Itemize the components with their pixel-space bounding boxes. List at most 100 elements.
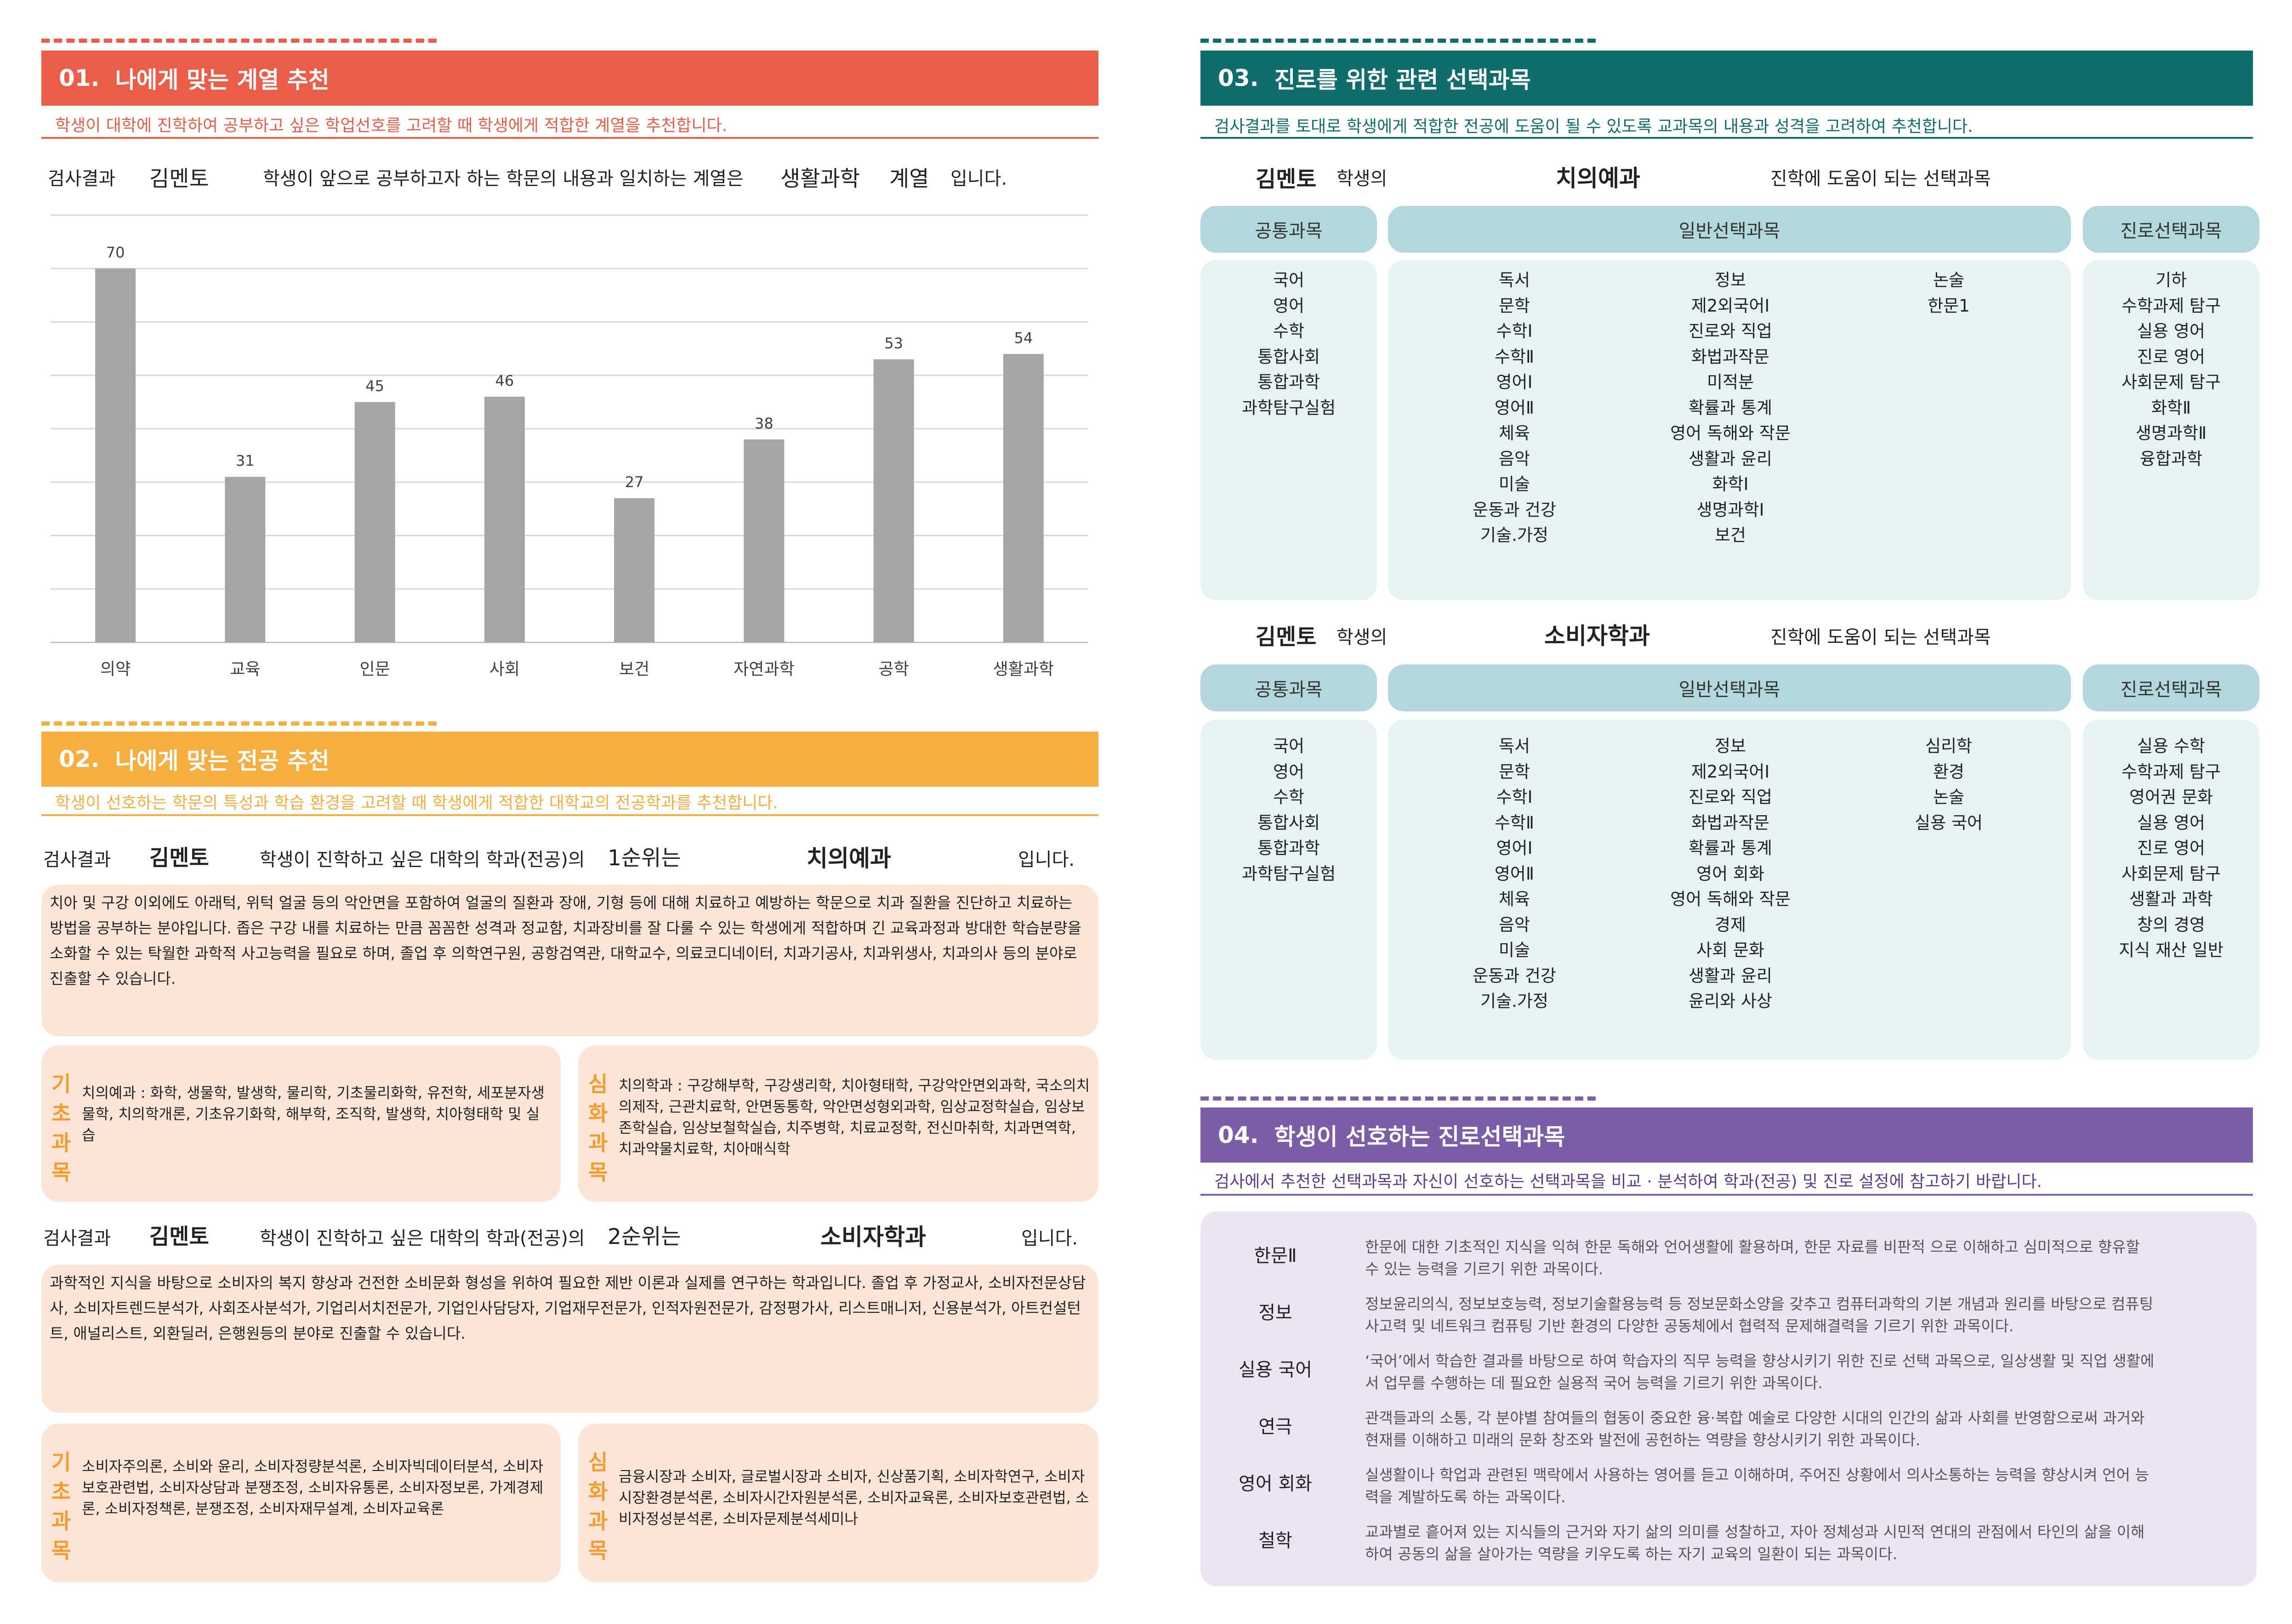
section3-number: 03. bbox=[1218, 65, 1259, 91]
rec1-result-label: 검사결과 bbox=[43, 849, 111, 870]
subject-item: 확률과 통계 bbox=[1689, 838, 1772, 858]
subject-item: 운동과 건강 bbox=[1473, 965, 1556, 986]
t1-major: 치의예과 bbox=[1556, 165, 1640, 192]
section1-header: 01. 나에게 맞는 계열 추천 bbox=[41, 51, 1098, 106]
subject-item: 통합사회 bbox=[1257, 346, 1320, 367]
subject-item: 수학과제 탐구 bbox=[2121, 761, 2221, 782]
section2-title: 나에게 맞는 전공 추천 bbox=[115, 748, 330, 774]
elective-name: 정보 bbox=[1258, 1302, 1292, 1323]
chart-category-label: 자연과학 bbox=[734, 660, 794, 679]
subject-item: 과학탐구실험 bbox=[1241, 397, 1336, 418]
subject-item: 국어 bbox=[1273, 736, 1305, 756]
subject-item: 기술.가정 bbox=[1480, 991, 1548, 1011]
section1-title: 나에게 맞는 계열 추천 bbox=[115, 67, 330, 93]
subject-item: 영어 bbox=[1273, 761, 1305, 782]
subject-item: 화법과작문 bbox=[1691, 346, 1770, 367]
s1-sentence-end: 입니다. bbox=[950, 168, 1007, 189]
rec2-student-name: 김멘토 bbox=[149, 1224, 209, 1249]
subject-item: 독서 bbox=[1498, 736, 1530, 756]
elective-description: ‘국어’에서 학습한 결과를 바탕으로 하여 학습자의 직무 능력을 향상시키기… bbox=[1365, 1350, 2154, 1394]
t1-suffix: 진학에 도움이 되는 선택과목 bbox=[1770, 168, 1991, 189]
s1-recommended-field: 생활과학 bbox=[780, 166, 860, 192]
subject-item: 수학과제 탐구 bbox=[2121, 295, 2221, 316]
t2-student-name: 김멘토 bbox=[1256, 624, 1317, 650]
chart-bar bbox=[95, 268, 136, 642]
subject-item: 실용 영어 bbox=[2137, 812, 2205, 833]
subject-item: 미술 bbox=[1498, 474, 1530, 494]
t2-general-subjects-a: 독서 문학 수학Ⅰ 수학Ⅱ 영어Ⅰ 영어Ⅱ 체육 음악 미술 운동과 건강 기술.가정 bbox=[1439, 733, 1590, 1014]
chart-data-label: 70 bbox=[106, 244, 125, 261]
subject-item: 제2외국어Ⅰ bbox=[1691, 761, 1770, 782]
subject-item: 생명과학Ⅱ bbox=[2135, 423, 2207, 443]
t1-common-subjects: 국어 영어 수학 통합사회 통합과학 과학탐구실험 bbox=[1200, 267, 1377, 420]
t1-general-subjects-b: 정보 제2외국어Ⅰ 진로와 직업 화법과작문 미적분 확률과 통계 영어 독해와 작문 생활과… bbox=[1632, 267, 1829, 548]
subject-item: 영어Ⅰ bbox=[1496, 838, 1533, 858]
section4-dash bbox=[1200, 1096, 1596, 1101]
rec2-basic-label: 기초과목 bbox=[51, 1450, 71, 1563]
chart-category-label: 인문 bbox=[360, 660, 390, 679]
subject-item: 생활과 윤리 bbox=[1689, 449, 1772, 469]
elective-description-line: 관객들과의 소통, 각 분야별 참여들의 협동이 중요한 융·복합 예술로 다양… bbox=[1365, 1409, 2145, 1427]
t2-of: 학생의 bbox=[1337, 627, 1388, 648]
section4-number: 04. bbox=[1218, 1122, 1259, 1148]
rec1-advanced-subjects: 치의학과 : 구강해부학, 구강생리학, 치아형태학, 구강악안면외과학, 국소… bbox=[619, 1077, 1090, 1158]
elective-description: 관객들과의 소통, 각 분야별 참여들의 협동이 중요한 융·복합 예술로 다양… bbox=[1365, 1407, 2144, 1451]
subject-item: 음악 bbox=[1498, 449, 1530, 469]
subject-item: 사회문제 탐구 bbox=[2121, 863, 2221, 884]
subject-item: 수학 bbox=[1273, 321, 1305, 341]
section4-title: 학생이 선호하는 진로선택과목 bbox=[1274, 1124, 1565, 1150]
t2-common-cell bbox=[1200, 720, 1377, 1060]
section2-number: 02. bbox=[59, 746, 100, 772]
subject-item: 수학Ⅰ bbox=[1496, 787, 1533, 807]
section3-dash bbox=[1200, 39, 1596, 43]
rec2-advanced-label: 심화과목 bbox=[588, 1450, 608, 1563]
rec2-advanced-subjects: 금융시장과 소비자, 글로벌시장과 소비자, 신상품기획, 소비자학연구, 소비… bbox=[619, 1468, 1089, 1527]
chart-category-label: 공학 bbox=[879, 660, 909, 679]
section4-subtitle: 검사에서 추천한 선택과목과 자신이 선호하는 선택과목을 비교 · 분석하여 … bbox=[1214, 1172, 2042, 1191]
t2-header-common: 공통과목 bbox=[1200, 664, 1377, 711]
chart-data-label: 45 bbox=[365, 377, 384, 395]
subject-item: 실용 국어 bbox=[1915, 812, 1983, 833]
t2-career-subjects: 실용 수학 수학과제 탐구 영어권 문화 실용 영어 진로 영어 사회문제 탐구 생활과 과… bbox=[2083, 733, 2259, 963]
elective-description-line: ‘국어’에서 학습한 결과를 바탕으로 하여 학습자의 직무 능력을 향상시키기… bbox=[1365, 1352, 2155, 1370]
elective-description-line: 수 있는 능력을 기르기 위한 과목이다. bbox=[1365, 1260, 1604, 1278]
s1-student-name: 김멘토 bbox=[149, 166, 209, 192]
subject-item: 논술 bbox=[1933, 270, 1965, 290]
elective-name: 영어 회화 bbox=[1239, 1473, 1312, 1494]
subject-item: 생활과 윤리 bbox=[1689, 965, 1772, 986]
subject-item: 한문1 bbox=[1928, 295, 1970, 316]
elective-description: 정보윤리의식, 정보보호능력, 정보기술활용능력 등 정보문화소양을 갖추고 컴… bbox=[1365, 1293, 2153, 1337]
chart-data-label: 27 bbox=[625, 473, 644, 491]
subject-item: 윤리와 사상 bbox=[1689, 991, 1772, 1011]
subject-item: 화학Ⅱ bbox=[2151, 397, 2191, 418]
rec2-sentence-end: 입니다. bbox=[1021, 1228, 1078, 1249]
subject-item: 진로와 직업 bbox=[1689, 321, 1772, 341]
rec2-description-box: 과학적인 지식을 바탕으로 소비자의 복지 향상과 건전한 소비문화 형성을 위… bbox=[41, 1265, 1098, 1413]
t1-general-subjects-a: 독서 문학 수학Ⅰ 수학Ⅱ 영어Ⅰ 영어Ⅱ 체육 음악 미술 운동과 건강 기술.가정 bbox=[1439, 267, 1590, 548]
chart-bar bbox=[225, 477, 266, 642]
elective-description-line: 실생활이나 학업과 관련된 맥락에서 사용하는 영어를 듣고 이해하며, 주어진… bbox=[1365, 1466, 2149, 1484]
subject-item: 기하 bbox=[2155, 270, 2187, 290]
subject-item: 문학 bbox=[1498, 761, 1530, 782]
subject-item: 융합과학 bbox=[2139, 449, 2203, 469]
subject-item: 정보 bbox=[1714, 736, 1746, 756]
section3-underline bbox=[1200, 137, 2253, 139]
subject-item: 국어 bbox=[1273, 270, 1305, 290]
chart-bar bbox=[354, 402, 395, 642]
subject-item: 미술 bbox=[1498, 940, 1530, 960]
subject-item: 생명과학Ⅰ bbox=[1696, 500, 1764, 520]
subject-item: 수학Ⅱ bbox=[1494, 346, 1535, 367]
chart-category-label: 보건 bbox=[619, 660, 649, 679]
rec2-basic-box: 기초과목 소비자주의론, 소비와 윤리, 소비자정량분석론, 소비자빅데이터분석… bbox=[41, 1424, 561, 1582]
rec1-major: 치의예과 bbox=[807, 845, 891, 872]
chart-bar bbox=[614, 498, 655, 642]
subject-item: 진로와 직업 bbox=[1689, 787, 1772, 807]
elective-description-line: 서 업무를 수행하는 데 필요한 실용적 국어 능력을 기르기 위한 과목이다. bbox=[1365, 1374, 1823, 1392]
rec1-advanced-label: 심화과목 bbox=[588, 1072, 608, 1185]
subject-item: 진로 영어 bbox=[2137, 838, 2205, 858]
t1-header-general: 일반선택과목 bbox=[1388, 206, 2071, 253]
section2-header: 02. 나에게 맞는 전공 추천 bbox=[41, 732, 1098, 787]
t2-header-career: 진로선택과목 bbox=[2083, 664, 2259, 711]
s1-field-suffix: 계열 bbox=[889, 166, 929, 192]
section3-subtitle: 검사결과를 토대로 학생에게 적합한 전공에 도움이 될 수 있도록 교과목의 … bbox=[1214, 117, 1973, 136]
